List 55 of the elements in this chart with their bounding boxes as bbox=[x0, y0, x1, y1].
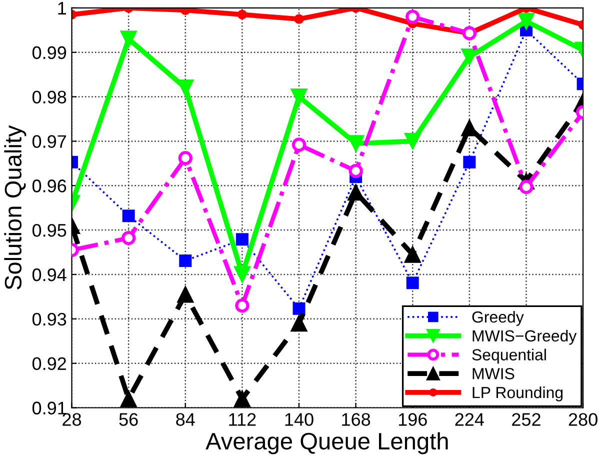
legend-label: MWIS−Greedy bbox=[472, 330, 577, 345]
x-tick-label: 56 bbox=[119, 413, 138, 426]
legend-label: LP Rounding bbox=[472, 386, 563, 402]
point bbox=[518, 12, 535, 30]
point bbox=[519, 180, 534, 194]
legend-label: MWIS bbox=[472, 368, 514, 380]
point bbox=[406, 10, 420, 24]
x-tick-label: 140 bbox=[285, 413, 314, 426]
x-tick-label: 28 bbox=[62, 413, 82, 426]
point bbox=[290, 88, 308, 106]
point bbox=[292, 138, 306, 152]
point bbox=[237, 10, 248, 20]
point bbox=[120, 30, 137, 48]
point bbox=[290, 315, 308, 332]
point bbox=[121, 230, 136, 246]
point bbox=[122, 210, 135, 222]
legend-label: Sequential bbox=[472, 348, 546, 364]
point bbox=[347, 184, 364, 201]
y-tick-label: 0.93 bbox=[32, 312, 66, 326]
y-tick-label: 0.92 bbox=[32, 357, 66, 370]
x-tick-label: 196 bbox=[398, 413, 427, 426]
y-tick-label: 0.95 bbox=[32, 224, 66, 237]
x-axis-title: Average Queue Length bbox=[206, 432, 448, 454]
point bbox=[348, 164, 363, 178]
x-tick-label: 280 bbox=[568, 413, 598, 426]
x-tick-label: 84 bbox=[176, 413, 195, 426]
x-tick-label: 168 bbox=[342, 413, 370, 426]
x-tick-label: 112 bbox=[229, 413, 256, 426]
point bbox=[404, 132, 421, 150]
point bbox=[234, 390, 251, 408]
y-tick-label: 1 bbox=[58, 2, 66, 14]
y-tick-label: 0.91 bbox=[32, 402, 66, 414]
point bbox=[235, 298, 250, 313]
y-tick-label: 0.99 bbox=[32, 46, 66, 60]
point bbox=[236, 233, 248, 246]
y-tick-label: 0.98 bbox=[32, 90, 66, 104]
point bbox=[177, 286, 194, 303]
point bbox=[294, 14, 304, 24]
point bbox=[462, 26, 477, 40]
x-tick-label: 252 bbox=[512, 413, 540, 426]
legend-label: Greedy bbox=[472, 310, 524, 326]
point bbox=[292, 302, 306, 315]
y-axis-title: Solution Quality bbox=[4, 125, 26, 290]
y-tick-label: 0.96 bbox=[32, 180, 66, 192]
point bbox=[120, 390, 137, 408]
point bbox=[406, 276, 419, 290]
point bbox=[179, 254, 192, 267]
point bbox=[178, 150, 192, 166]
point bbox=[234, 266, 251, 283]
x-tick-label: 224 bbox=[455, 413, 484, 426]
point bbox=[461, 48, 478, 66]
y-tick-label: 0.94 bbox=[32, 268, 66, 282]
y-tick-label: 0.97 bbox=[32, 135, 66, 148]
point bbox=[404, 246, 421, 263]
point bbox=[463, 156, 476, 168]
